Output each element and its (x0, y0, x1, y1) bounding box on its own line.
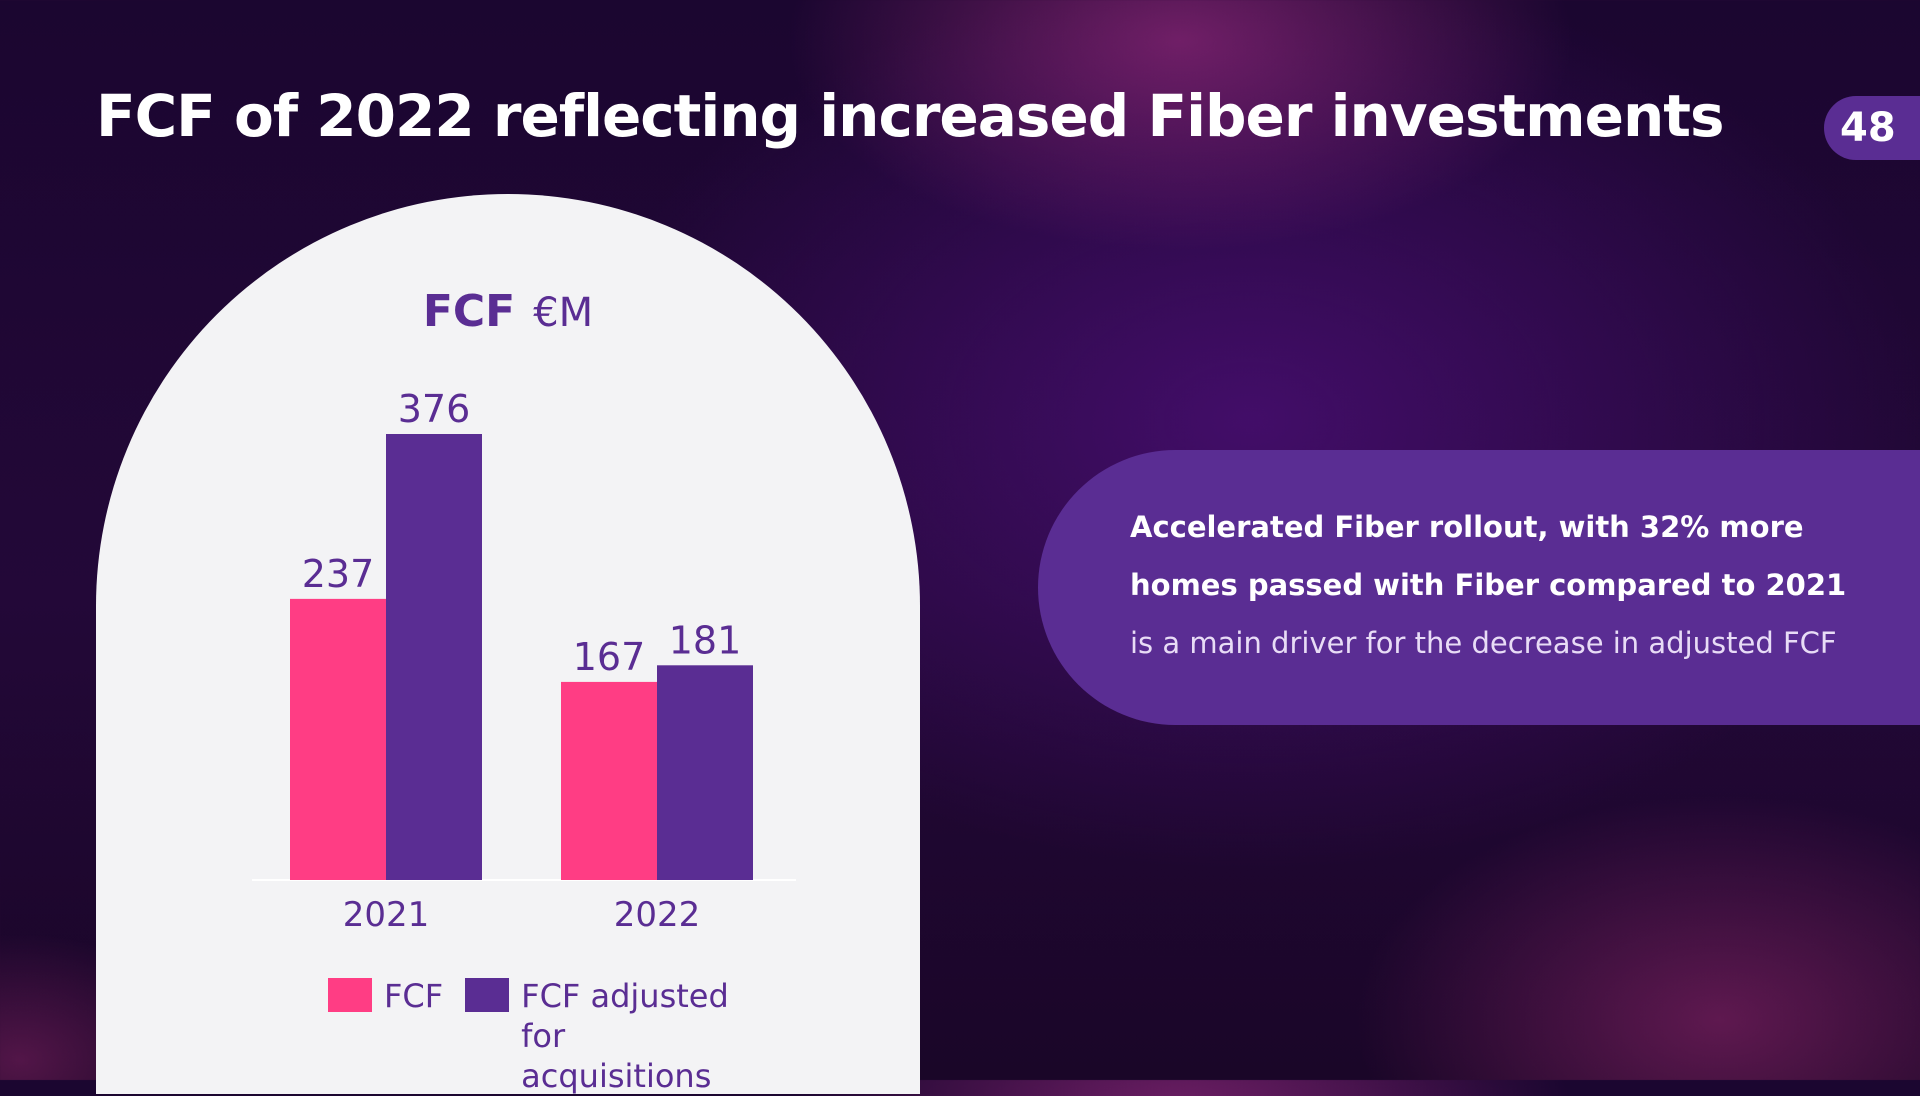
chart-unit: €M (533, 290, 594, 336)
legend-label-fcf-adjusted: FCF adjusted for acquisitions (521, 977, 729, 1095)
legend-swatch-fcf (328, 978, 372, 1012)
chart-heading: FCF €M (96, 286, 920, 337)
bar-fcf-adjusted-2022 (657, 665, 753, 880)
legend-label-fcf: FCF (384, 977, 444, 1015)
data-label-fcf-2021: 237 (302, 552, 375, 596)
page-number-badge: 48 (1824, 96, 1920, 160)
data-label-fcf-adjusted-2022: 181 (669, 618, 742, 662)
x-tick-label-2021: 2021 (343, 895, 430, 935)
callout-regular-text: is a main driver for the decrease in adj… (1130, 626, 1837, 660)
bar-fcf-adjusted-2021 (386, 434, 482, 880)
callout-bold-text: Accelerated Fiber rollout, with 32% more… (1130, 510, 1847, 602)
callout-box: Accelerated Fiber rollout, with 32% more… (1038, 450, 1920, 725)
chart-title: FCF (422, 286, 516, 337)
fcf-bar-chart: 237 376 2021 167 181 2022 (252, 387, 796, 935)
legend-item-fcf-adjusted: FCF adjusted for acquisitions (465, 976, 761, 1096)
legend-swatch-fcf-adjusted (465, 978, 510, 1012)
chart-card: FCF €M 237 376 2021 167 181 2022 FCF FCF adjus… (96, 194, 920, 1096)
bar-fcf-2021 (290, 598, 386, 880)
legend-item-fcf: FCF (328, 976, 443, 1096)
data-label-fcf-2022: 167 (573, 635, 646, 679)
x-tick-label-2022: 2022 (614, 895, 701, 935)
data-label-fcf-adjusted-2021: 376 (398, 387, 471, 431)
slide-title: FCF of 2022 reflecting increased Fiber i… (96, 82, 1724, 150)
chart-legend: FCF FCF adjusted for acquisitions (328, 976, 761, 1096)
bar-fcf-2022 (561, 681, 657, 880)
